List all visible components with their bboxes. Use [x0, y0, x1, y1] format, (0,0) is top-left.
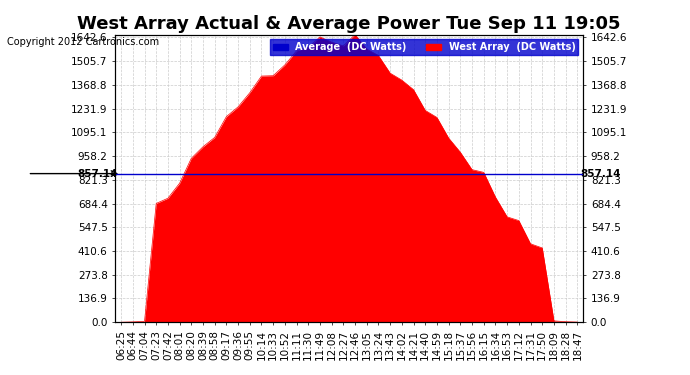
Text: 857.14: 857.14: [580, 169, 620, 178]
Text: 857.14: 857.14: [78, 169, 119, 178]
Legend: Average  (DC Watts), West Array  (DC Watts): Average (DC Watts), West Array (DC Watts…: [270, 39, 578, 55]
Text: Copyright 2012 Cartronics.com: Copyright 2012 Cartronics.com: [7, 37, 159, 47]
Title: West Array Actual & Average Power Tue Sep 11 19:05: West Array Actual & Average Power Tue Se…: [77, 15, 621, 33]
